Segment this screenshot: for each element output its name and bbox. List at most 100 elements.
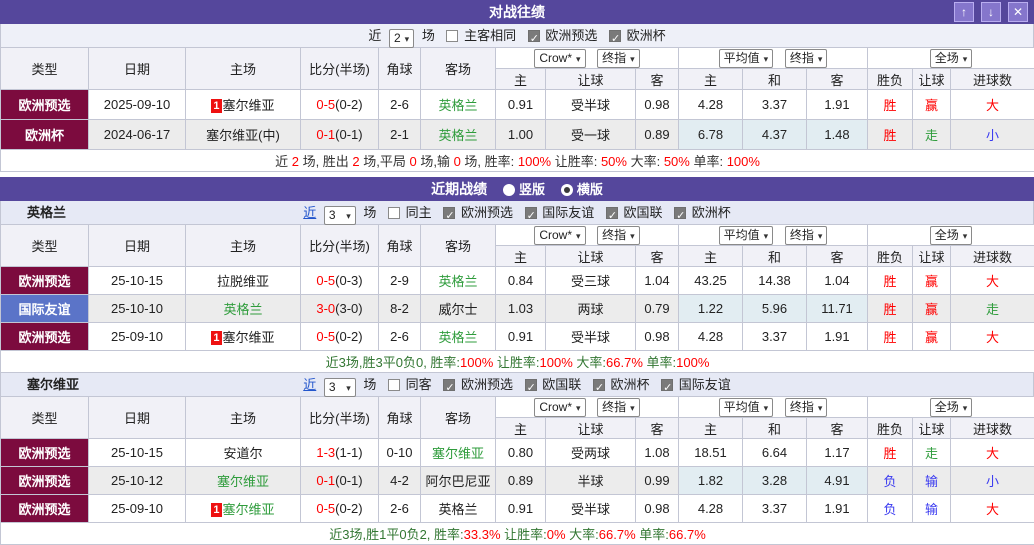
cell-away: 英格兰 [421,323,496,351]
cell-type: 欧洲预选 [1,439,89,467]
cell-away: 威尔士 [421,295,496,323]
average-select[interactable]: 平均值▾ [719,49,774,68]
comp-checkbox-euro-qual[interactable] [528,30,540,42]
sub-avg-away: 客 [807,418,868,439]
cell-away-odds: 0.89 [636,120,679,150]
serbia-table: 类型 日期 主场 比分(半场) 角球 客场 Crow*▾ 终指▾ 平均值▾ 终指… [0,396,1034,545]
cell-avg-home: 43.25 [679,267,743,295]
match-count-select[interactable]: 3 ▾ [324,206,356,225]
comp-checkbox-3[interactable] [674,207,686,219]
bookmaker-select[interactable]: Crow*▾ [534,398,585,417]
cell-corner: 2-6 [379,495,421,523]
same-home-label: 同主 [406,205,432,220]
comp-checkbox-0[interactable] [443,207,455,219]
col-score: 比分(半场) [301,225,379,267]
cell-avg-home: 4.28 [679,495,743,523]
cell-goals-result: 小 [951,120,1034,150]
sub-avg-home: 主 [679,418,743,439]
comp-checkbox-1[interactable] [525,379,537,391]
table-row: 欧洲杯 2024-06-17 塞尔维亚(中) 0-1(0-1) 2-1 英格兰 … [1,120,1034,150]
sub-handicap: 让球 [546,418,636,439]
cell-date: 25-09-10 [89,495,186,523]
col-type: 类型 [1,225,89,267]
cell-result: 胜 [868,439,913,467]
cell-away-odds: 0.98 [636,323,679,351]
h2h-summary: 近 2 场, 胜出 2 场,平局 0 场,输 0 场, 胜率: 100% 让胜率… [1,150,1034,172]
bookmaker-dropdowns: Crow*▾ 终指▾ [496,397,679,418]
near-link[interactable]: 近 [303,377,316,392]
comp-label-2: 欧国联 [623,205,662,220]
comp-checkbox-1[interactable] [525,207,537,219]
cell-home-odds: 0.91 [496,495,546,523]
cell-goals-result: 大 [951,267,1034,295]
cell-home-odds: 1.03 [496,295,546,323]
same-home-checkbox[interactable] [388,207,400,219]
rank-badge: 1 [211,99,221,113]
match-count-select[interactable]: 3 ▾ [324,378,356,397]
table-row: 国际友谊 25-10-10 英格兰 3-0(3-0) 8-2 威尔士 1.03 … [1,295,1034,323]
odds-stage-select[interactable]: 终指▾ [597,49,640,68]
cell-avg-draw: 6.64 [743,439,807,467]
average-select[interactable]: 平均值▾ [719,398,774,417]
england-table: 类型 日期 主场 比分(半场) 角球 客场 Crow*▾ 终指▾ 平均值▾ 终指… [0,224,1034,373]
scope-dropdown: 全场▾ [868,48,1034,69]
cell-avg-home: 4.28 [679,90,743,120]
comp-checkbox-2[interactable] [593,379,605,391]
cell-home-odds: 0.91 [496,323,546,351]
cell-away-odds: 0.98 [636,495,679,523]
same-away-checkbox[interactable] [388,379,400,391]
chevron-down-icon: ▾ [764,231,769,241]
games-label: 场 [363,205,376,220]
comp-label-0: 欧洲预选 [461,205,513,220]
comp-label-3: 国际友谊 [679,377,731,392]
cell-home-odds: 0.84 [496,267,546,295]
cell-avg-away: 1.48 [807,120,868,150]
cell-away: 塞尔维亚 [421,439,496,467]
horizontal-layout-radio[interactable] [561,184,573,196]
h2h-section: 对战往绩 ↑ ↓ ✕ 近 2▾ 场 主客相同 欧洲预选 欧洲杯 [0,0,1034,172]
cell-avg-away: 1.91 [807,323,868,351]
average-select[interactable]: 平均值▾ [719,226,774,245]
scope-select[interactable]: 全场▾ [930,398,973,417]
match-count-select[interactable]: 2▾ [389,29,414,48]
move-down-button[interactable]: ↓ [981,2,1001,22]
sub-goals: 进球数 [951,69,1034,90]
bookmaker-select[interactable]: Crow*▾ [534,226,585,245]
sub-result: 胜负 [868,246,913,267]
odds-stage-select[interactable]: 终指▾ [597,226,640,245]
sub-avg-away: 客 [807,69,868,90]
cell-score: 0-5(0-2) [301,323,379,351]
cell-away: 英格兰 [421,495,496,523]
bookmaker-select[interactable]: Crow*▾ [534,49,585,68]
near-link[interactable]: 近 [303,205,316,220]
comp-label-2: 欧洲杯 [610,377,649,392]
same-home-away-checkbox[interactable] [446,30,458,42]
average-stage-select[interactable]: 终指▾ [785,226,828,245]
move-up-button[interactable]: ↑ [954,2,974,22]
odds-stage-select[interactable]: 终指▾ [597,398,640,417]
cell-date: 25-10-10 [89,295,186,323]
window-buttons: ↑ ↓ ✕ [954,2,1028,22]
summary-row: 近3场,胜3平0负0, 胜率:100% 让胜率:100% 大率:66.7% 单率… [1,351,1034,373]
average-stage-select[interactable]: 终指▾ [785,49,828,68]
england-block: 英格兰 近 3 ▾ 场 同主 欧洲预选 国际友谊 欧国联 欧洲杯 [0,201,1034,373]
average-stage-select[interactable]: 终指▾ [785,398,828,417]
comp-checkbox-0[interactable] [443,379,455,391]
cell-score: 0-5(0-3) [301,267,379,295]
sub-goals: 进球数 [951,418,1034,439]
scope-select[interactable]: 全场▾ [930,226,973,245]
table-row: 欧洲预选 25-10-12 塞尔维亚 0-1(0-1) 4-2 阿尔巴尼亚 0.… [1,467,1034,495]
average-dropdowns: 平均值▾ 终指▾ [679,397,868,418]
vertical-layout-radio[interactable] [503,184,515,196]
comp-checkbox-euro-cup[interactable] [609,30,621,42]
comp-checkbox-2[interactable] [606,207,618,219]
comp-checkbox-3[interactable] [661,379,673,391]
close-button[interactable]: ✕ [1008,2,1028,22]
average-dropdowns: 平均值▾ 终指▾ [679,48,868,69]
cell-score: 1-3(1-1) [301,439,379,467]
home-team: 塞尔维亚 [223,98,275,113]
cell-goals-result: 小 [951,467,1034,495]
scope-select[interactable]: 全场▾ [930,49,973,68]
games-label: 场 [422,28,435,43]
